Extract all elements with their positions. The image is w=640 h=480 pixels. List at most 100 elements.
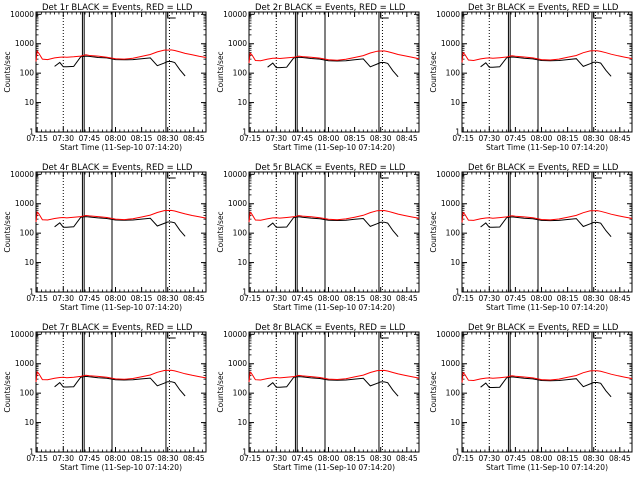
y-tick-label: 100 (20, 229, 35, 238)
y-axis-label: Counts/sec (3, 211, 12, 252)
panel-det-6: Det 6r BLACK = Events, RED = LLD Counts/s… (429, 163, 633, 312)
y-tick-label: 1000 (15, 39, 34, 48)
panel-title: Det 9r BLACK = Events, RED = LLD (468, 323, 619, 333)
x-tick-label: 08:00 (531, 134, 553, 143)
red-lld-series (35, 49, 207, 62)
x-tick-label: 07:45 (79, 294, 101, 303)
y-tick-label: 1 (455, 128, 460, 137)
x-axis-label: Start Time (11-Sep-10 07:14:20) (486, 463, 608, 472)
x-tick-label: 07:15 (452, 454, 474, 463)
x-tick-label: 08:45 (183, 294, 205, 303)
x-tick-label: 08:15 (131, 294, 153, 303)
y-tick-label: 10 (237, 98, 247, 107)
y-axis-label: Counts/sec (216, 211, 225, 252)
x-tick-label: 07:30 (52, 134, 74, 143)
y-tick-label: 10000 (223, 170, 247, 179)
y-axis-label: Counts/sec (429, 371, 438, 412)
plot-frame (35, 331, 207, 453)
x-tick-label: 08:15 (131, 134, 153, 143)
x-axis-label: Start Time (11-Sep-10 07:14:20) (60, 463, 182, 472)
y-tick-label: 10 (24, 418, 34, 427)
y-tick-label: 10 (24, 98, 34, 107)
x-tick-label: 08:30 (583, 454, 605, 463)
y-tick-label: 1 (29, 288, 34, 297)
x-tick-label: 08:45 (396, 454, 418, 463)
x-tick-label: 07:45 (79, 454, 101, 463)
y-axis-label: Counts/sec (3, 371, 12, 412)
x-tick-label: 07:30 (478, 294, 500, 303)
x-tick-label: 08:15 (557, 454, 579, 463)
bracket-marker (593, 172, 602, 179)
y-axis-label: Counts/sec (216, 51, 225, 92)
bracket-marker (593, 332, 602, 339)
x-tick-label: 08:30 (157, 454, 179, 463)
x-tick-label: 08:00 (318, 294, 340, 303)
x-tick-label: 08:45 (609, 454, 631, 463)
y-tick-label: 100 (20, 69, 35, 78)
x-tick-label: 08:00 (531, 294, 553, 303)
y-tick-label: 10000 (436, 330, 460, 339)
x-tick-label: 07:45 (292, 294, 314, 303)
x-tick-label: 08:45 (396, 294, 418, 303)
x-axis-label: Start Time (11-Sep-10 07:14:20) (60, 143, 182, 152)
y-tick-label: 1000 (441, 359, 460, 368)
red-lld-series (248, 209, 420, 223)
x-tick-label: 08:15 (344, 454, 366, 463)
y-tick-label: 10 (450, 98, 460, 107)
y-tick-label: 10000 (436, 10, 460, 19)
bracket-marker (380, 172, 389, 179)
plot-frame (248, 11, 420, 133)
black-events-series (267, 376, 399, 397)
red-lld-series (461, 50, 633, 63)
y-tick-label: 1 (29, 448, 34, 457)
x-tick-label: 08:00 (531, 454, 553, 463)
bracket-marker (167, 12, 176, 19)
plot-frame (461, 11, 633, 133)
y-tick-label: 1000 (441, 39, 460, 48)
panel-title: Det 6r BLACK = Events, RED = LLD (468, 163, 619, 173)
x-tick-label: 08:15 (344, 134, 366, 143)
panel-title: Det 8r BLACK = Events, RED = LLD (255, 323, 406, 333)
y-tick-label: 1000 (441, 199, 460, 208)
y-tick-label: 10 (450, 258, 460, 267)
panel-title: Det 2r BLACK = Events, RED = LLD (255, 3, 406, 13)
black-events-series (480, 56, 612, 77)
y-tick-label: 10000 (436, 170, 460, 179)
panel-det-4: Det 4r BLACK = Events, RED = LLD Counts/s… (3, 163, 207, 312)
bracket-marker (380, 12, 389, 19)
red-lld-series (248, 369, 420, 383)
x-axis-label: Start Time (11-Sep-10 07:14:20) (486, 143, 608, 152)
y-tick-label: 1000 (228, 39, 247, 48)
black-events-series (480, 376, 612, 398)
x-tick-label: 08:00 (105, 134, 127, 143)
x-tick-label: 07:30 (478, 454, 500, 463)
x-axis-label: Start Time (11-Sep-10 07:14:20) (273, 143, 395, 152)
y-axis-label: Counts/sec (429, 211, 438, 252)
x-axis-label: Start Time (11-Sep-10 07:14:20) (273, 303, 395, 312)
y-tick-label: 1 (455, 288, 460, 297)
black-events-series (480, 216, 612, 238)
red-lld-series (35, 369, 207, 383)
y-tick-label: 10000 (10, 10, 34, 19)
x-tick-label: 08:30 (370, 294, 392, 303)
y-tick-label: 1000 (228, 199, 247, 208)
x-tick-label: 07:45 (505, 454, 527, 463)
x-axis-label: Start Time (11-Sep-10 07:14:20) (273, 463, 395, 472)
x-tick-label: 08:00 (105, 454, 127, 463)
x-tick-label: 08:00 (105, 294, 127, 303)
y-tick-label: 1000 (228, 359, 247, 368)
y-tick-label: 1 (242, 448, 247, 457)
x-tick-label: 07:15 (26, 294, 48, 303)
black-events-series (54, 216, 186, 237)
x-axis-label: Start Time (11-Sep-10 07:14:20) (60, 303, 182, 312)
x-tick-label: 07:30 (265, 294, 287, 303)
panel-det-2: Det 2r BLACK = Events, RED = LLD Counts/s… (216, 3, 420, 152)
x-tick-label: 07:45 (79, 134, 101, 143)
y-tick-label: 100 (446, 389, 461, 398)
x-tick-label: 08:15 (131, 454, 153, 463)
x-tick-label: 07:15 (239, 454, 261, 463)
plot-frame (248, 171, 420, 293)
x-axis-label: Start Time (11-Sep-10 07:14:20) (486, 303, 608, 312)
x-tick-label: 08:30 (583, 134, 605, 143)
